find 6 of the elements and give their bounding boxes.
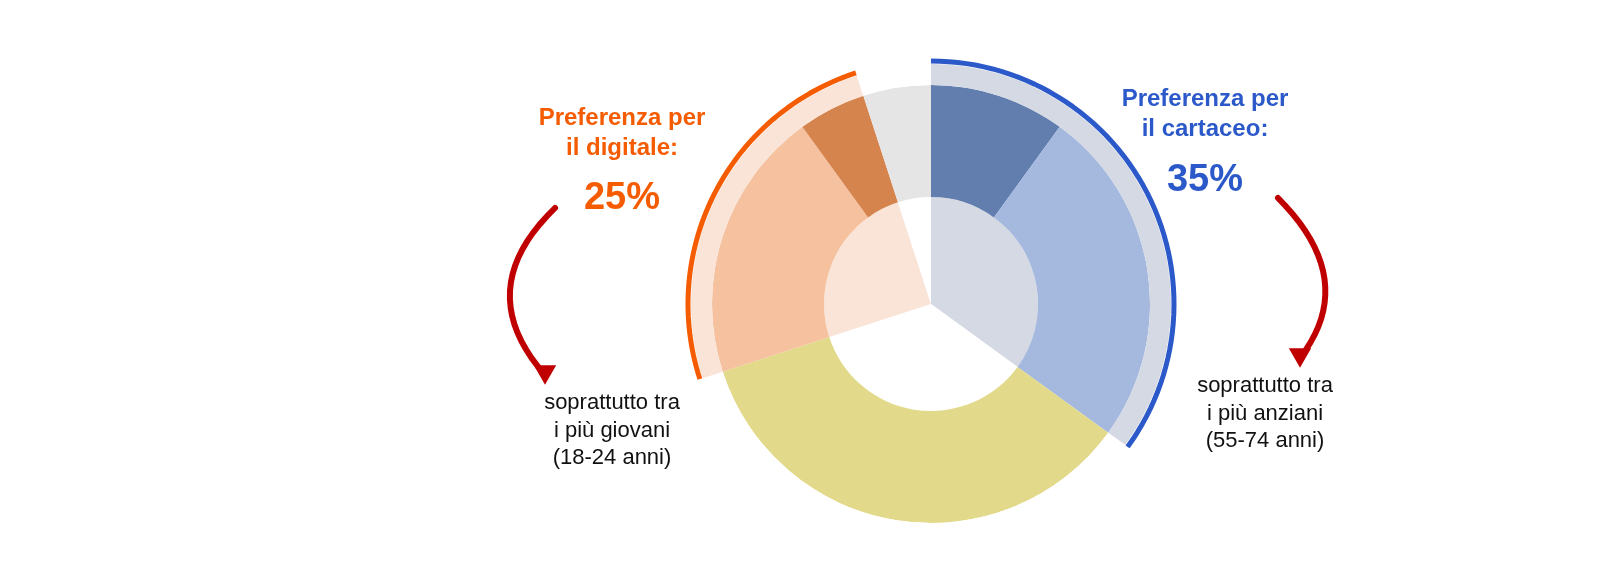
- text: Preferenza per il cartaceo:: [1121, 84, 1289, 141]
- text: Preferenza per il digitale:: [538, 103, 706, 160]
- text: soprattutto tra i più anziani (55-74 anni): [1197, 372, 1334, 452]
- text: soprattutto tra i più giovani (18-24 anni): [544, 389, 681, 469]
- text: 35%: [1166, 157, 1244, 199]
- text: 25%: [583, 175, 661, 217]
